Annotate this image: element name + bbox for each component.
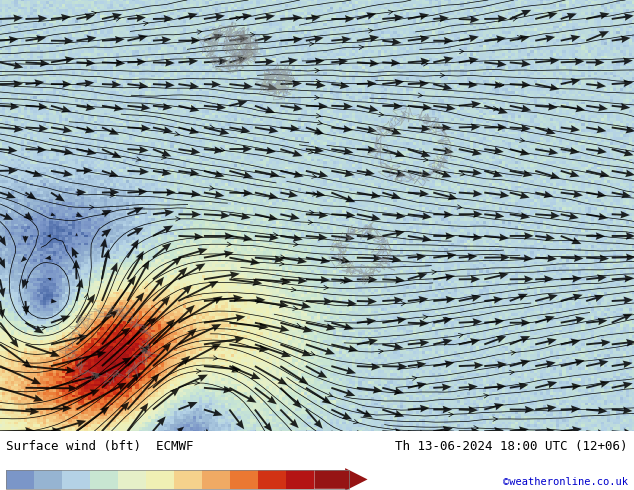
FancyArrowPatch shape xyxy=(233,368,238,372)
FancyArrowPatch shape xyxy=(143,22,148,26)
Bar xyxy=(287,470,314,489)
FancyArrowPatch shape xyxy=(424,157,428,162)
FancyArrowPatch shape xyxy=(316,114,321,118)
FancyArrowPatch shape xyxy=(520,138,524,142)
FancyArrowPatch shape xyxy=(117,60,121,65)
FancyArrowPatch shape xyxy=(493,106,498,111)
FancyArrowPatch shape xyxy=(418,93,422,98)
FancyArrowPatch shape xyxy=(445,317,450,321)
FancyArrowPatch shape xyxy=(458,333,463,338)
FancyArrowPatch shape xyxy=(328,392,333,397)
FancyArrowPatch shape xyxy=(294,242,298,246)
FancyArrowPatch shape xyxy=(517,36,522,40)
FancyArrowPatch shape xyxy=(423,315,427,319)
FancyArrowPatch shape xyxy=(296,323,301,328)
FancyArrowPatch shape xyxy=(401,301,406,306)
Text: Th 13-06-2024 18:00 UTC (12+06): Th 13-06-2024 18:00 UTC (12+06) xyxy=(395,440,628,453)
FancyArrowPatch shape xyxy=(308,149,313,154)
FancyArrowPatch shape xyxy=(220,147,225,152)
Bar xyxy=(34,470,62,489)
Bar xyxy=(174,470,202,489)
Bar xyxy=(62,470,90,489)
Bar xyxy=(6,470,34,489)
Text: Surface wind (bft)  ECMWF: Surface wind (bft) ECMWF xyxy=(6,440,194,453)
FancyArrowPatch shape xyxy=(317,130,322,135)
FancyArrowPatch shape xyxy=(324,285,328,290)
FancyArrowPatch shape xyxy=(195,381,199,385)
FancyArrowPatch shape xyxy=(308,220,313,224)
FancyArrowPatch shape xyxy=(318,121,322,125)
FancyArrowPatch shape xyxy=(388,10,393,15)
Text: ©weatheronline.co.uk: ©weatheronline.co.uk xyxy=(503,477,628,487)
FancyArrowPatch shape xyxy=(314,96,319,100)
FancyArrowPatch shape xyxy=(41,326,46,330)
FancyArrowPatch shape xyxy=(209,186,214,190)
FancyArrow shape xyxy=(314,468,368,490)
FancyArrowPatch shape xyxy=(424,62,428,66)
FancyArrowPatch shape xyxy=(197,369,201,373)
FancyArrowPatch shape xyxy=(213,356,217,360)
FancyArrowPatch shape xyxy=(340,279,345,283)
FancyArrowPatch shape xyxy=(359,45,363,49)
FancyArrowPatch shape xyxy=(174,132,179,136)
FancyArrowPatch shape xyxy=(511,351,515,355)
FancyArrowPatch shape xyxy=(310,351,314,356)
FancyArrowPatch shape xyxy=(84,294,89,299)
FancyArrowPatch shape xyxy=(368,28,373,33)
Bar xyxy=(119,470,146,489)
FancyArrowPatch shape xyxy=(510,370,514,375)
Bar xyxy=(230,470,259,489)
FancyArrowPatch shape xyxy=(313,192,317,196)
FancyArrowPatch shape xyxy=(227,242,231,246)
FancyArrowPatch shape xyxy=(474,426,478,430)
FancyArrowPatch shape xyxy=(162,155,166,159)
FancyArrowPatch shape xyxy=(412,376,417,380)
FancyArrowPatch shape xyxy=(353,419,358,424)
FancyArrowPatch shape xyxy=(91,11,96,16)
FancyArrowPatch shape xyxy=(312,174,316,178)
FancyArrowPatch shape xyxy=(316,79,321,84)
FancyArrowPatch shape xyxy=(136,157,141,161)
Bar xyxy=(202,470,230,489)
FancyArrowPatch shape xyxy=(89,205,94,210)
FancyArrowPatch shape xyxy=(291,287,296,292)
FancyArrowPatch shape xyxy=(460,172,465,176)
FancyArrowPatch shape xyxy=(309,210,314,215)
Bar xyxy=(6,470,349,489)
FancyArrowPatch shape xyxy=(378,349,383,354)
FancyArrowPatch shape xyxy=(378,112,384,117)
Bar xyxy=(146,470,174,489)
FancyArrowPatch shape xyxy=(493,417,498,421)
FancyArrowPatch shape xyxy=(512,17,517,21)
FancyArrowPatch shape xyxy=(315,69,320,73)
FancyArrowPatch shape xyxy=(484,393,488,398)
FancyArrowPatch shape xyxy=(273,233,278,237)
FancyArrowPatch shape xyxy=(500,83,504,87)
Bar xyxy=(259,470,287,489)
FancyArrowPatch shape xyxy=(23,307,29,312)
FancyArrowPatch shape xyxy=(197,30,202,34)
FancyArrowPatch shape xyxy=(176,217,180,221)
FancyArrowPatch shape xyxy=(432,270,436,274)
FancyArrowPatch shape xyxy=(250,32,255,37)
FancyArrowPatch shape xyxy=(236,16,240,21)
Bar xyxy=(91,470,119,489)
FancyArrowPatch shape xyxy=(449,413,453,417)
FancyArrowPatch shape xyxy=(110,193,115,197)
FancyArrowPatch shape xyxy=(115,17,120,21)
FancyArrowPatch shape xyxy=(209,125,214,129)
FancyArrowPatch shape xyxy=(394,391,399,395)
FancyArrowPatch shape xyxy=(440,73,444,77)
FancyArrowPatch shape xyxy=(309,42,314,46)
FancyArrowPatch shape xyxy=(460,49,464,53)
FancyArrowPatch shape xyxy=(280,255,285,259)
FancyArrowPatch shape xyxy=(457,205,462,209)
FancyArrowPatch shape xyxy=(280,262,284,266)
FancyArrowPatch shape xyxy=(293,306,297,311)
